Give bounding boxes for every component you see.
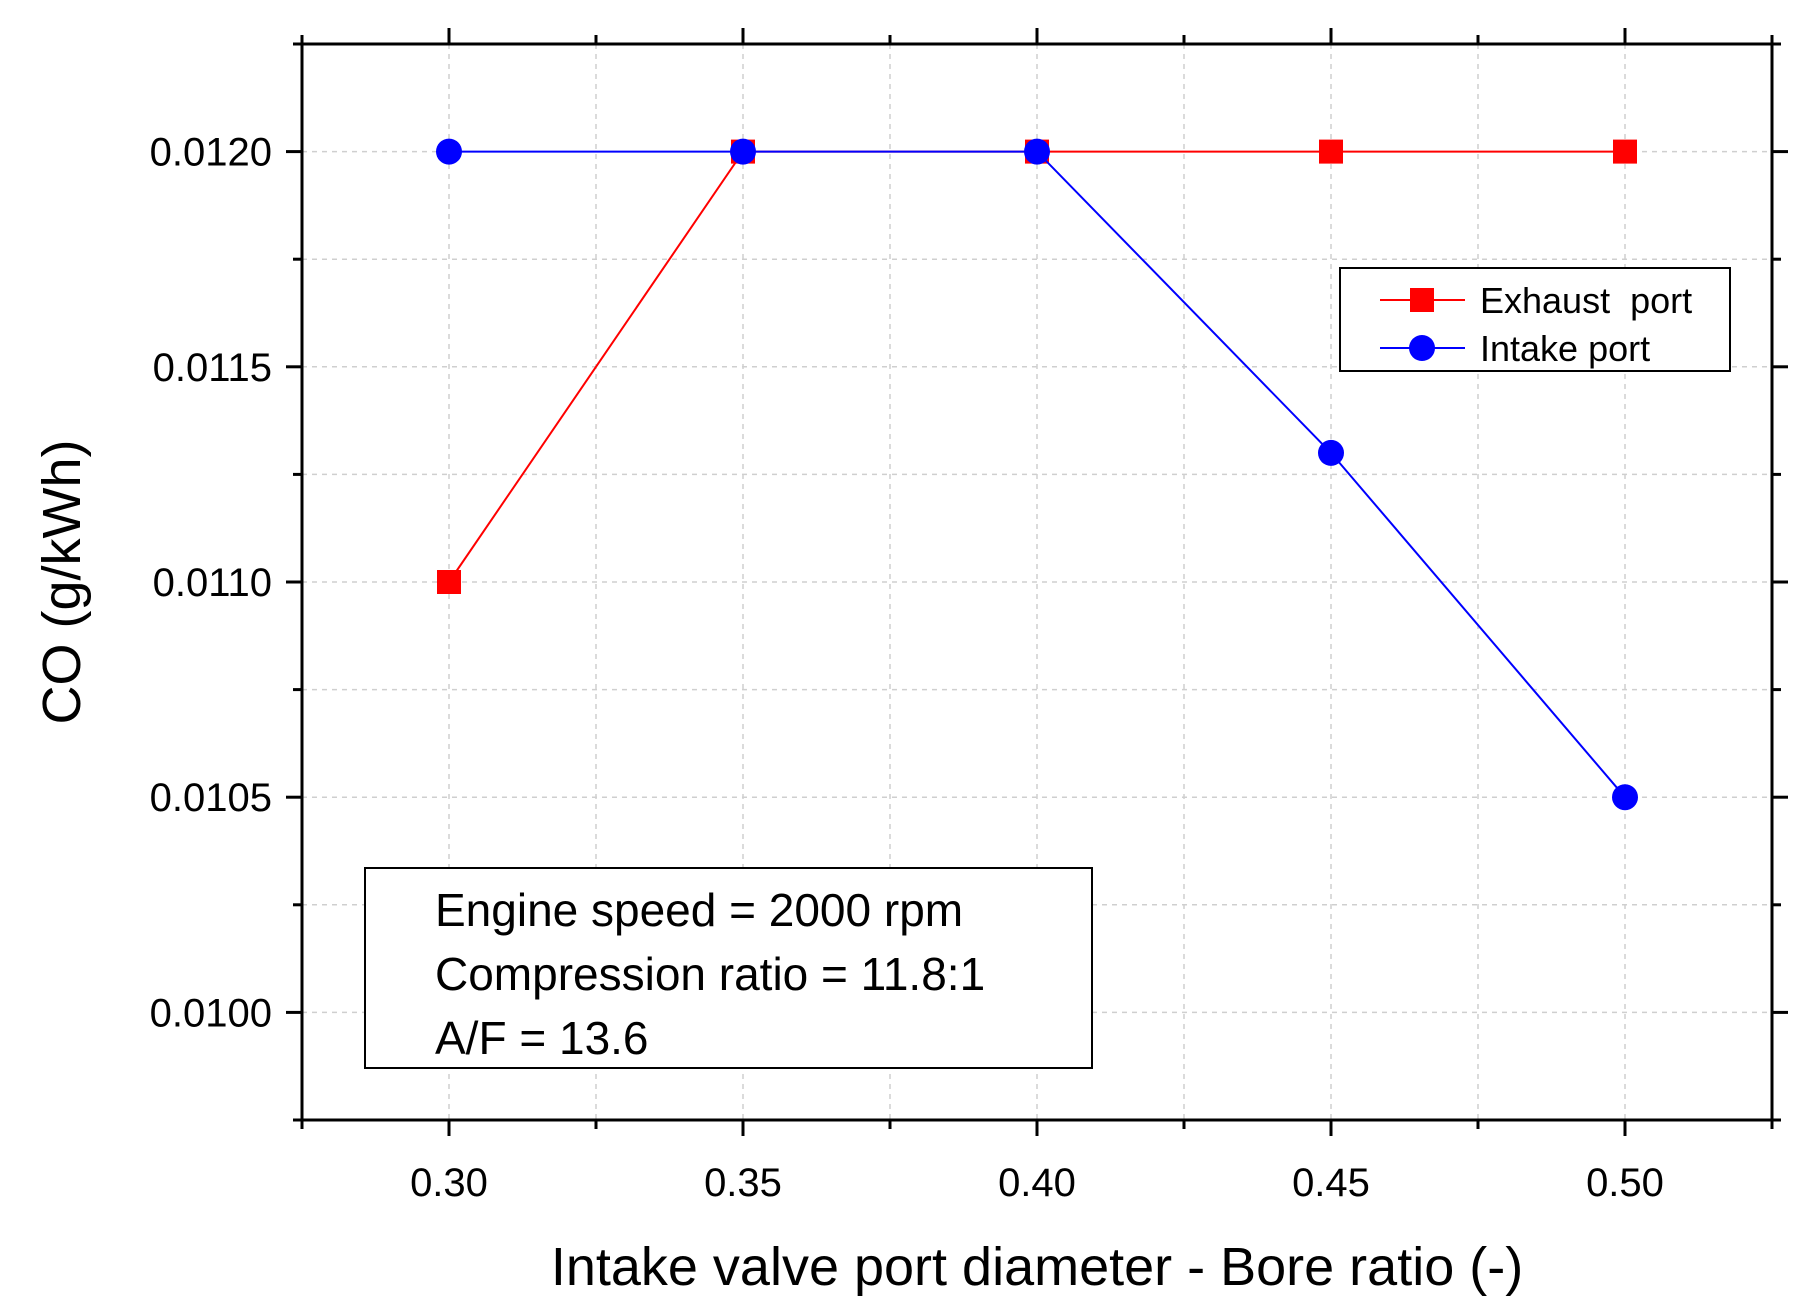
data-point (1319, 139, 1343, 164)
data-point (730, 138, 756, 165)
note-box (364, 867, 1093, 1069)
x-tick-label: 0.40 (998, 1161, 1076, 1205)
x-tick-label: 0.30 (410, 1161, 488, 1205)
legend-marker (1410, 288, 1434, 312)
data-point (1612, 784, 1638, 811)
data-point (1024, 138, 1050, 165)
y-tick-label: 0.0110 (153, 561, 272, 605)
legend-label: Intake port (1480, 328, 1650, 369)
conditions-note: Engine speed = 2000 rpm Compression ratio… (364, 867, 1093, 1069)
legend-item: Exhaust port (1380, 280, 1692, 321)
legend-box (1339, 267, 1731, 372)
legend: Exhaust port Intake port (1339, 267, 1731, 372)
series-layer (436, 138, 1638, 811)
y-tick-label: 0.0100 (150, 991, 272, 1035)
y-tick-label: 0.0115 (153, 346, 272, 390)
data-point (1613, 139, 1637, 164)
x-tick-label: 0.35 (704, 1161, 782, 1205)
legend-label: Exhaust port (1480, 280, 1692, 321)
x-tick-label: 0.45 (1292, 1161, 1370, 1205)
data-point (436, 138, 462, 165)
data-point (1318, 439, 1344, 466)
x-axis-title: Intake valve port diameter - Bore ratio … (551, 1237, 1523, 1297)
legend-item: Intake port (1380, 328, 1650, 369)
note-line: A/F = 13.6 (435, 1012, 649, 1064)
series-intake-port (436, 138, 1638, 811)
y-tick-label: 0.0105 (150, 776, 272, 820)
y-tick-label: 0.0120 (150, 131, 272, 175)
y-axis-title: CO (g/kWh) (32, 439, 92, 724)
data-point (437, 570, 461, 594)
x-tick-label: 0.50 (1586, 1161, 1664, 1205)
axis-ticks: 0.30 0.35 0.40 0.45 0.50 0.0100 0.0105 0.0110 0.… (150, 28, 1788, 1205)
note-line: Compression ratio = 11.8:1 (435, 948, 985, 1000)
legend-marker (1409, 335, 1435, 361)
note-line: Engine speed = 2000 rpm (435, 884, 963, 936)
